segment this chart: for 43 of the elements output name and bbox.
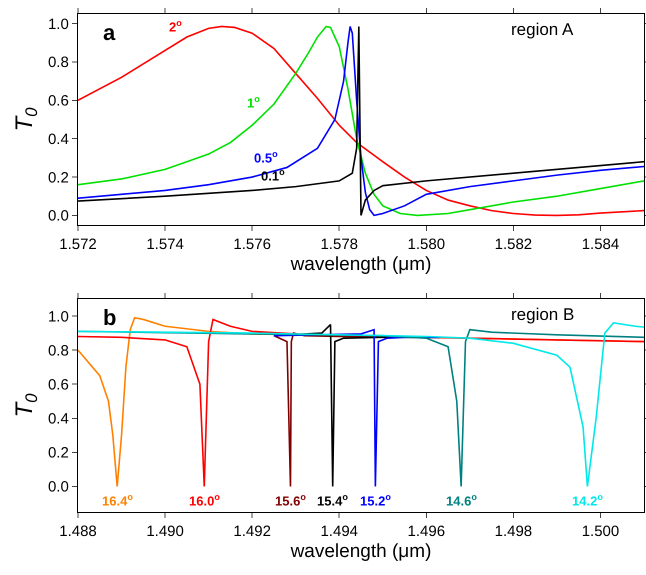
y-tick-label: 0.2	[48, 444, 69, 462]
y-tick-label: 0.8	[48, 342, 69, 360]
series-label: 14.6$^{o}$	[446, 492, 478, 508]
series-label: 14.2$^{o}$	[572, 492, 604, 508]
series-label: 15.6$^{o}$	[275, 492, 306, 508]
annotation: region B	[511, 305, 574, 324]
x-tick-label: 1.576	[233, 236, 271, 254]
x-axis-title: wavelength (μm)	[290, 540, 432, 562]
x-tick-label: 1.494	[320, 523, 358, 540]
series-label: 16.4$^{o}$	[102, 492, 134, 508]
y-tick-label: 0.0	[48, 478, 69, 496]
series-label: 16.0$^{o}$	[189, 492, 220, 508]
series-label: 0.1$^{o}$	[261, 167, 286, 184]
y-tick-label: 1.0	[48, 16, 69, 33]
y-tick-label: 0.4	[48, 130, 69, 148]
series-label: 0.5$^{o}$	[254, 149, 278, 166]
annotation: region A	[511, 20, 574, 39]
y-tick-label: 0.4	[48, 410, 69, 428]
x-tick-label: 1.574	[146, 236, 184, 254]
y-tick-label: 0.6	[48, 92, 69, 110]
x-tick-label: 1.580	[408, 236, 446, 254]
annotation: a	[103, 20, 116, 45]
y-tick-label: 1.0	[48, 308, 69, 326]
x-tick-label: 1.490	[146, 523, 184, 540]
series-label: 15.2$^{o}$	[360, 492, 392, 508]
x-tick-label: 1.488	[59, 523, 97, 540]
x-tick-label: 1.572	[59, 236, 97, 254]
series-label: 15.4$^{o}$	[317, 492, 348, 508]
series-label: 1$^{o}$	[247, 94, 260, 110]
annotation: b	[103, 305, 116, 330]
x-tick-label: 1.492	[233, 523, 271, 540]
x-tick-label: 1.584	[582, 236, 620, 254]
y-tick-label: 0.8	[48, 54, 69, 72]
y-tick-label: 0.6	[48, 376, 69, 394]
x-axis-title: wavelength (μm)	[290, 254, 432, 275]
y-tick-label: 0.2	[48, 169, 69, 186]
y-tick-label: 0.0	[48, 208, 69, 225]
x-tick-label: 1.582	[494, 236, 532, 254]
x-tick-label: 1.578	[320, 236, 358, 254]
x-tick-label: 1.500	[582, 523, 620, 540]
x-tick-label: 1.498	[494, 523, 532, 540]
series-label: 2$^{o}$	[169, 18, 182, 34]
x-tick-label: 1.496	[408, 523, 446, 540]
